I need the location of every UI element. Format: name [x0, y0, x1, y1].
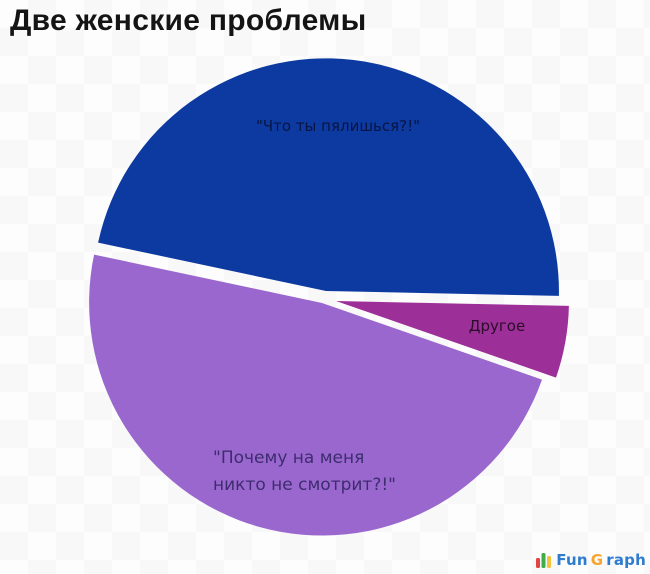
pie-slice-2 [89, 254, 542, 536]
bar-chart-icon [536, 553, 552, 568]
pie-slice-label-0: "Что ты пялишься?!" [256, 117, 420, 135]
bar-green [541, 553, 546, 568]
logo-text-g: G [590, 551, 604, 569]
logo-text-fun: Fun [556, 551, 588, 569]
chart-title: Две женские проблемы [10, 4, 367, 37]
bar-red [536, 558, 541, 568]
pie-slice-0 [98, 58, 559, 296]
bar-yellow [547, 556, 552, 568]
logo-text-raph: raph [606, 551, 646, 569]
pie-slice-label-1: Другое [469, 317, 525, 335]
pie-slice-1 [336, 301, 569, 378]
pie-slice-label-2: "Почему на меня никто не смотрит?!" [213, 448, 396, 495]
